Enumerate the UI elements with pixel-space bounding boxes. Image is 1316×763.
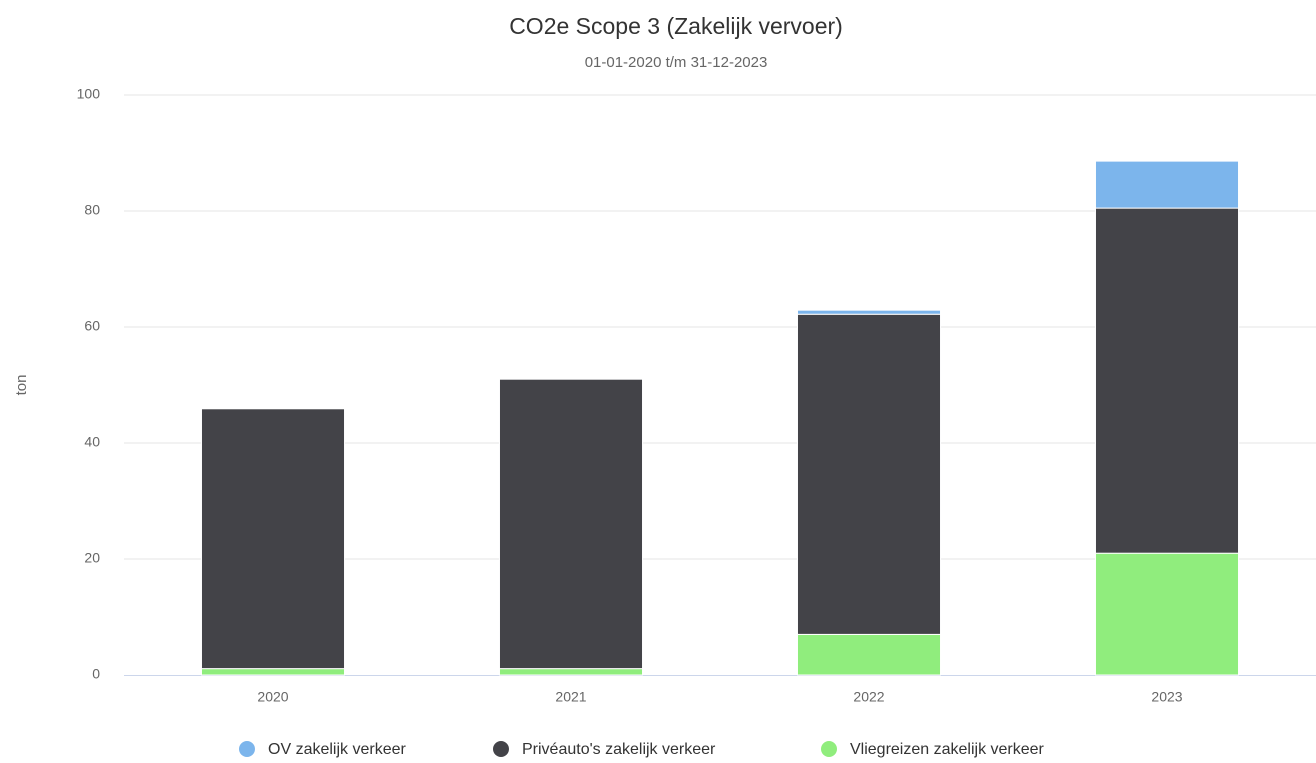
legend-marker: [493, 741, 509, 757]
legend-label: Privéauto's zakelijk verkeer: [522, 741, 716, 758]
legend-marker: [821, 741, 837, 757]
x-tick-label: 2020: [257, 689, 288, 705]
y-tick-label: 80: [84, 202, 100, 218]
bar: [200, 408, 346, 670]
y-tick-label: 60: [84, 318, 100, 334]
legend-label: OV zakelijk verkeer: [268, 741, 406, 758]
chart-title: CO2e Scope 3 (Zakelijk vervoer): [509, 13, 843, 39]
y-axis-title: ton: [13, 375, 30, 396]
y-tick-label: 40: [84, 434, 100, 450]
x-tick-label: 2021: [555, 689, 586, 705]
bar: [1094, 552, 1240, 676]
legend-label: Vliegreizen zakelijk verkeer: [850, 741, 1045, 758]
bar: [200, 668, 346, 676]
bar: [1094, 160, 1240, 209]
y-tick-label: 100: [77, 86, 101, 102]
bar: [796, 309, 942, 315]
legend-marker: [239, 741, 255, 757]
x-tick-label: 2023: [1151, 689, 1182, 705]
y-tick-label: 0: [92, 666, 100, 682]
bar: [796, 633, 942, 676]
bar: [498, 378, 644, 670]
bar: [796, 313, 942, 635]
x-tick-label: 2022: [853, 689, 884, 705]
bar: [498, 668, 644, 676]
chart-subtitle: 01-01-2020 t/m 31-12-2023: [585, 54, 768, 71]
y-tick-label: 20: [84, 550, 100, 566]
bar: [1094, 207, 1240, 554]
